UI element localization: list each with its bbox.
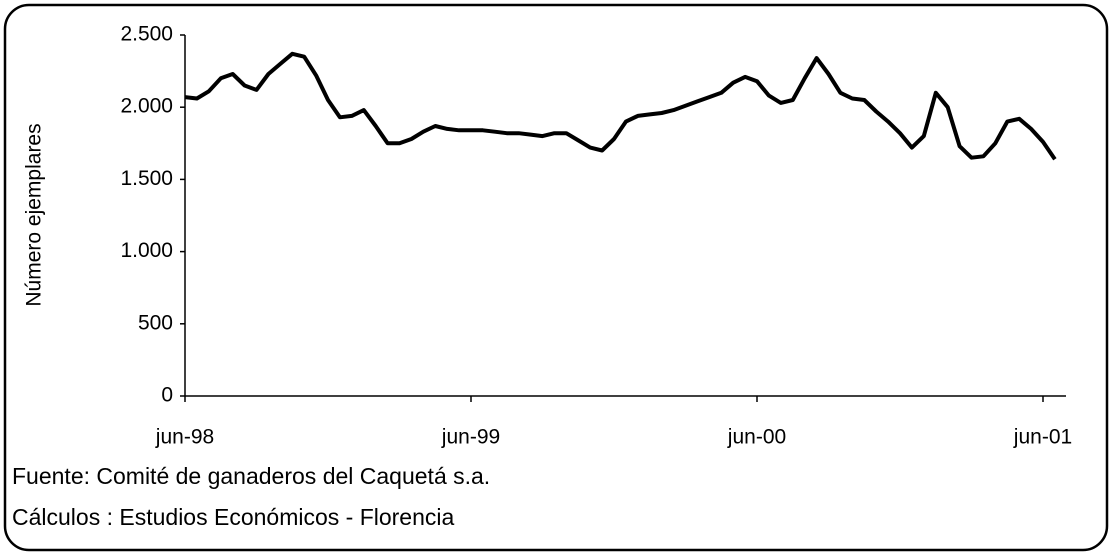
x-tick-label: jun-98 [155, 426, 214, 449]
x-tick-label: jun-01 [1013, 426, 1072, 449]
y-tick-label: 2.000 [120, 95, 173, 118]
source-note: Fuente: Comité de ganaderos del Caquetá … [12, 463, 490, 489]
y-axis-label: Número ejemplares [23, 123, 46, 306]
data-line [184, 51, 1057, 161]
y-tick-label: 500 [138, 311, 173, 334]
y-tick-label: 2.500 [120, 23, 173, 46]
y-tick-label: 1.000 [120, 239, 173, 262]
x-tick-label: jun-99 [441, 426, 500, 449]
x-tick-label: jun-00 [727, 426, 786, 449]
calc-note: Cálculos : Estudios Económicos - Florenc… [12, 504, 454, 530]
y-tick-label: 0 [161, 384, 173, 407]
y-tick-label: 1.500 [120, 167, 173, 190]
frame [3, 3, 1109, 552]
